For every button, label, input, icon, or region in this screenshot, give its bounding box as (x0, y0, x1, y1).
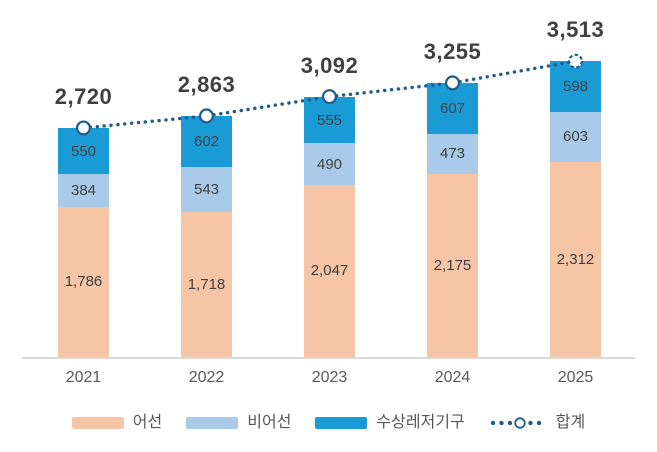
bar-value-label: 2,175 (433, 256, 472, 274)
bar-segment-water-leisure-2024: 607 (427, 82, 478, 135)
legend-item-total: 합계 (489, 415, 585, 431)
legend-swatch-non-fishing-vessel (186, 417, 239, 429)
x-tick-2021: 2021 (65, 369, 102, 386)
legend-item-non-fishing-vessel: 비어선 (186, 415, 291, 431)
bar-segment-fishing-vessel-2021: 1,786 (58, 206, 109, 357)
bar-value-label: 543 (193, 180, 220, 198)
bar-segment-water-leisure-2025: 598 (550, 61, 601, 112)
bar-value-label: 555 (316, 111, 343, 129)
total-label-2021: 2,720 (54, 83, 113, 109)
legend-swatch-water-leisure (315, 417, 368, 429)
bar-segment-fishing-vessel-2024: 2,175 (427, 173, 478, 357)
legend-label: 합계 (555, 414, 586, 431)
bar-segment-non-fishing-vessel-2024: 473 (427, 134, 478, 174)
bar-segment-fishing-vessel-2025: 2,312 (550, 162, 601, 357)
bar-segment-non-fishing-vessel-2023: 490 (304, 143, 355, 185)
x-tick-2023: 2023 (311, 369, 348, 386)
bar-segment-fishing-vessel-2023: 2,047 (304, 184, 355, 357)
bar-segment-non-fishing-vessel-2025: 603 (550, 111, 601, 163)
bar-value-label: 490 (316, 155, 343, 173)
legend-label: 수상레저기구 (376, 414, 465, 431)
total-label-2022: 2,863 (177, 71, 236, 97)
bar-segment-water-leisure-2022: 602 (181, 115, 232, 167)
legend-swatch-fishing-vessel (71, 417, 124, 429)
total-label-2023: 3,092 (300, 52, 359, 78)
bar-value-label: 607 (439, 99, 466, 117)
x-axis-line (22, 357, 635, 359)
bar-value-label: 384 (70, 181, 97, 199)
bar-value-label: 2,047 (310, 262, 349, 280)
bar-value-label: 473 (439, 145, 466, 163)
total-label-2024: 3,255 (423, 38, 482, 64)
bar-value-label: 602 (193, 132, 220, 150)
bar-value-label: 2,312 (556, 251, 595, 269)
legend-label: 어선 (132, 414, 163, 431)
x-tick-2024: 2024 (434, 369, 471, 386)
bar-value-label: 550 (70, 142, 97, 160)
total-label-2025: 3,513 (546, 17, 605, 43)
bar-segment-water-leisure-2023: 555 (304, 96, 355, 144)
bar-value-label: 1,786 (64, 273, 103, 291)
bar-value-label: 1,718 (187, 276, 226, 294)
dotted-line-marker-icon (490, 417, 541, 429)
legend: 어선 비어선 수상레저기구 합계 (0, 409, 657, 437)
legend-item-water-leisure: 수상레저기구 (315, 414, 465, 431)
bar-segment-non-fishing-vessel-2021: 384 (58, 174, 109, 207)
x-tick-2025: 2025 (557, 369, 594, 386)
bar-segment-water-leisure-2021: 550 (58, 127, 109, 175)
legend-item-fishing-vessel: 어선 (71, 414, 163, 431)
legend-label: 비어선 (247, 414, 292, 431)
bar-value-label: 598 (562, 77, 589, 95)
bar-value-label: 603 (562, 128, 589, 146)
bar-segment-non-fishing-vessel-2022: 543 (181, 166, 232, 213)
bar-segment-fishing-vessel-2022: 1,718 (181, 212, 232, 357)
x-tick-2022: 2022 (188, 369, 225, 386)
